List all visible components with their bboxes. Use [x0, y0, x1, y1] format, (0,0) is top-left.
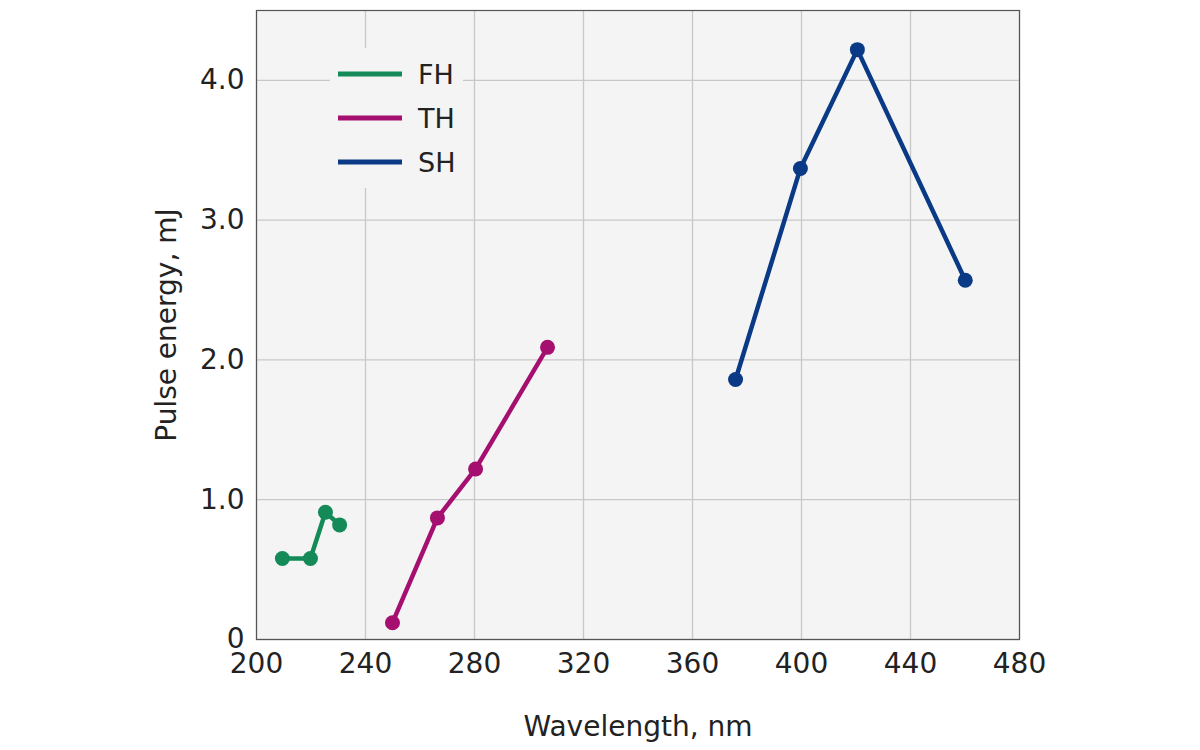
svg-text:4.0: 4.0: [200, 63, 245, 96]
svg-text:400: 400: [775, 647, 828, 680]
svg-text:0: 0: [227, 622, 245, 655]
html-text:FH: FH: [418, 58, 454, 90]
svg-text:360: 360: [666, 647, 719, 680]
svg-text:440: 440: [884, 647, 937, 680]
svg-text:280: 280: [448, 647, 501, 680]
svg-text:2.0: 2.0: [200, 343, 245, 376]
svg-text:480: 480: [993, 647, 1046, 680]
svg-text:Pulse energy, mJ: Pulse energy, mJ: [150, 208, 183, 442]
svg-text:240: 240: [339, 647, 392, 680]
svg-text:3.0: 3.0: [200, 203, 245, 236]
html-text:SH: SH: [418, 146, 456, 178]
svg-text:Wavelength, nm: Wavelength, nm: [524, 710, 753, 743]
svg-text:320: 320: [557, 647, 610, 680]
html-text:TH: TH: [418, 102, 455, 134]
svg-text:1.0: 1.0: [200, 483, 245, 516]
svg-text:200: 200: [229, 647, 284, 681]
